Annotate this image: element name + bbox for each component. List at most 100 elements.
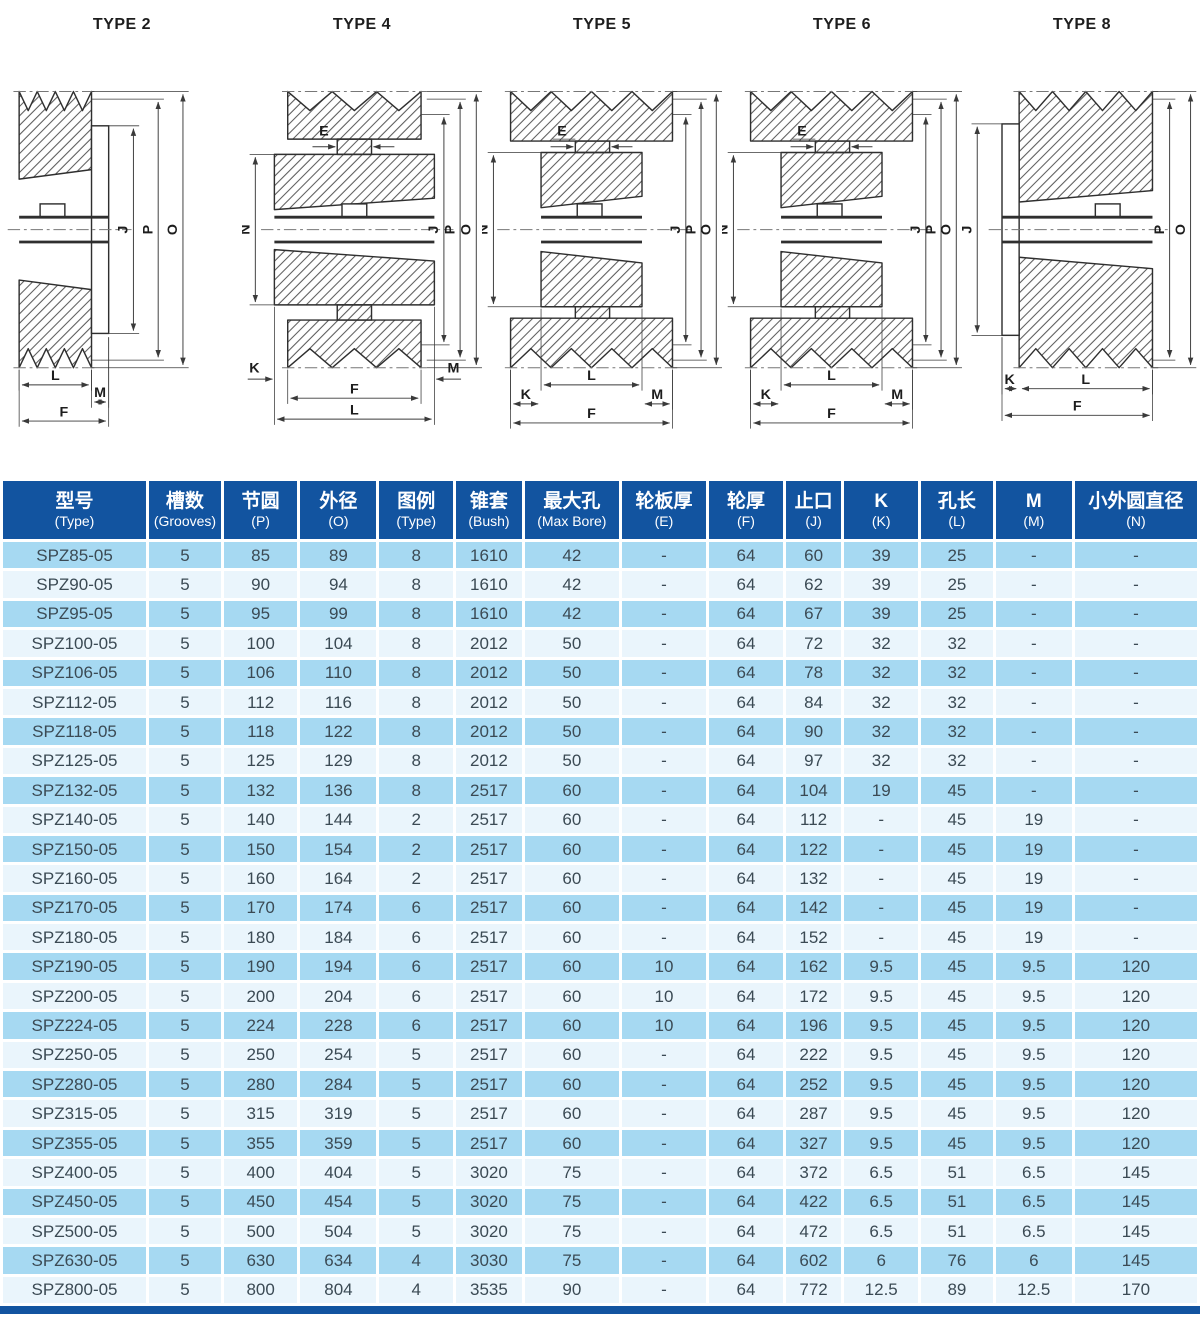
table-cell: 64: [706, 1038, 786, 1072]
column-title-en: (Bush): [468, 513, 510, 530]
table-cell: 9.5: [992, 979, 1075, 1013]
table-cell: 170: [220, 891, 301, 925]
table-cell: 2517: [453, 1126, 525, 1160]
column-header: 节圆 (P): [220, 478, 301, 542]
drawing-type-6: TYPE 6 E N JPO L K M F: [722, 0, 962, 478]
table-cell: 3030: [453, 1244, 525, 1277]
table-cell: 634: [297, 1244, 380, 1277]
table-cell: 5: [146, 744, 224, 778]
table-cell: -: [618, 656, 710, 689]
table-cell: 404: [297, 1156, 380, 1189]
table-cell: 64: [706, 832, 786, 866]
table-cell: 32: [841, 744, 921, 778]
table-cell: 2012: [453, 656, 525, 689]
table-cell: 250: [220, 1038, 301, 1072]
table-cell: 64: [706, 1214, 786, 1248]
table-cell: 504: [297, 1214, 380, 1248]
spec-table: 型号 (Type) 槽数 (Grooves) 节圆 (P) 外径 (O) 图例 (Type) 锥套(…: [0, 478, 1200, 1307]
table-row: SPZ85-05 5 85 89 8 1610 42-64 60 39 25- -: [0, 538, 1200, 572]
table-cell: 25: [918, 568, 996, 601]
column-title-en: (Type): [54, 513, 95, 530]
table-cell: 162: [782, 950, 845, 983]
table-cell: 8: [376, 538, 457, 572]
column-title-cn: 节圆: [241, 490, 280, 512]
table-cell: 60: [782, 538, 845, 572]
dim-label-E: E: [319, 123, 329, 139]
table-cell: 145: [1071, 1244, 1200, 1277]
table-cell: 110: [297, 656, 380, 689]
table-row: SPZ200-05 5 200 204 6 2517 60 10 64 172 9.5 45 9.5 12…: [0, 979, 1200, 1013]
table-cell: 5: [376, 1214, 457, 1248]
table-cell: 5: [146, 538, 224, 572]
pulley-cross-section-type-4: E N JPO FL K M: [242, 34, 482, 434]
table-cell: -: [1071, 921, 1200, 954]
table-cell: -: [618, 1126, 710, 1160]
table-cell: 359: [297, 1126, 380, 1160]
table-row: SPZ95-05 5 95 99 8 1610 42-64 67 39 25- -: [0, 597, 1200, 631]
table-row: SPZ400-05 5 400 404 5 3020 75-64 372 6.5 51 6.5 145: [0, 1156, 1200, 1189]
dim-label-E: E: [797, 123, 807, 139]
table-cell: 2517: [453, 862, 525, 895]
drawing-title-type-2: TYPE 2: [92, 16, 152, 33]
table-cell: 64: [706, 950, 786, 983]
table-cell: 50: [521, 744, 622, 778]
table-cell: 602: [782, 1244, 845, 1277]
table-cell: 2517: [453, 950, 525, 983]
table-cell: 62: [782, 568, 845, 601]
column-title-cn: 图例: [397, 490, 436, 512]
table-cell: 284: [297, 1068, 380, 1101]
table-row: SPZ132-05 5 132 136 8 2517 60-64 104 19 45- -: [0, 774, 1200, 807]
table-cell: -: [841, 891, 921, 925]
table-cell: 222: [782, 1038, 845, 1072]
table-cell: 500: [220, 1214, 301, 1248]
table-cell: -: [1071, 862, 1200, 895]
table-cell: 2517: [453, 1038, 525, 1072]
table-cell: 32: [918, 685, 996, 719]
dim-label-M: M: [94, 385, 106, 401]
table-cell: 76: [918, 1244, 996, 1277]
table-cell: 1610: [453, 538, 525, 572]
model-cell: SPZ250-05: [0, 1038, 150, 1072]
table-row: SPZ355-05 5 355 359 5 2517 60-64 327 9.5 45 9.5 120: [0, 1126, 1200, 1160]
table-cell: 45: [918, 950, 996, 983]
table-cell: 94: [297, 568, 380, 601]
table-cell: 129: [297, 744, 380, 778]
table-row: SPZ106-05 5 106 110 8 2012 50-64 78 32 32- -: [0, 656, 1200, 689]
table-cell: 64: [706, 1009, 786, 1042]
table-cell: 60: [521, 950, 622, 983]
table-cell: 2012: [453, 685, 525, 719]
table-cell: 89: [918, 1273, 996, 1307]
dim-label-M: M: [651, 387, 663, 403]
table-row: SPZ315-05 5 315 319 5 2517 60-64 287 9.5 45 9.5 120: [0, 1097, 1200, 1130]
column-title-en: (M): [1023, 513, 1045, 530]
table-cell: 3020: [453, 1185, 525, 1219]
column-title-en: (J): [805, 513, 822, 530]
table-cell: 1610: [453, 568, 525, 601]
table-cell: 64: [706, 1156, 786, 1189]
table-row: SPZ800-05 5 800 804 4 3535 90-64 772 12.5 89 12.5 1…: [0, 1273, 1200, 1307]
table-cell: -: [618, 921, 710, 954]
table-cell: 60: [521, 1126, 622, 1160]
table-cell: -: [618, 1185, 710, 1219]
model-cell: SPZ95-05: [0, 597, 150, 631]
table-cell: 120: [1071, 979, 1200, 1013]
dim-label-N: N: [242, 224, 254, 234]
table-cell: 3020: [453, 1214, 525, 1248]
table-cell: 9.5: [841, 1126, 921, 1160]
dim-label-F: F: [827, 406, 836, 422]
table-cell: 64: [706, 774, 786, 807]
table-cell: 90: [521, 1273, 622, 1307]
table-cell: -: [1071, 803, 1200, 836]
table-cell: 45: [918, 1038, 996, 1072]
table-cell: 6.5: [841, 1214, 921, 1248]
table-cell: 39: [841, 597, 921, 631]
table-cell: 75: [521, 1156, 622, 1189]
table-cell: 42: [521, 597, 622, 631]
table-cell: 5: [146, 921, 224, 954]
column-header: 轮厚 (F): [706, 478, 786, 542]
table-cell: -: [992, 656, 1075, 689]
table-cell: 150: [220, 832, 301, 866]
table-cell: 8: [376, 685, 457, 719]
table-cell: 120: [1071, 1068, 1200, 1101]
table-cell: 154: [297, 832, 380, 866]
